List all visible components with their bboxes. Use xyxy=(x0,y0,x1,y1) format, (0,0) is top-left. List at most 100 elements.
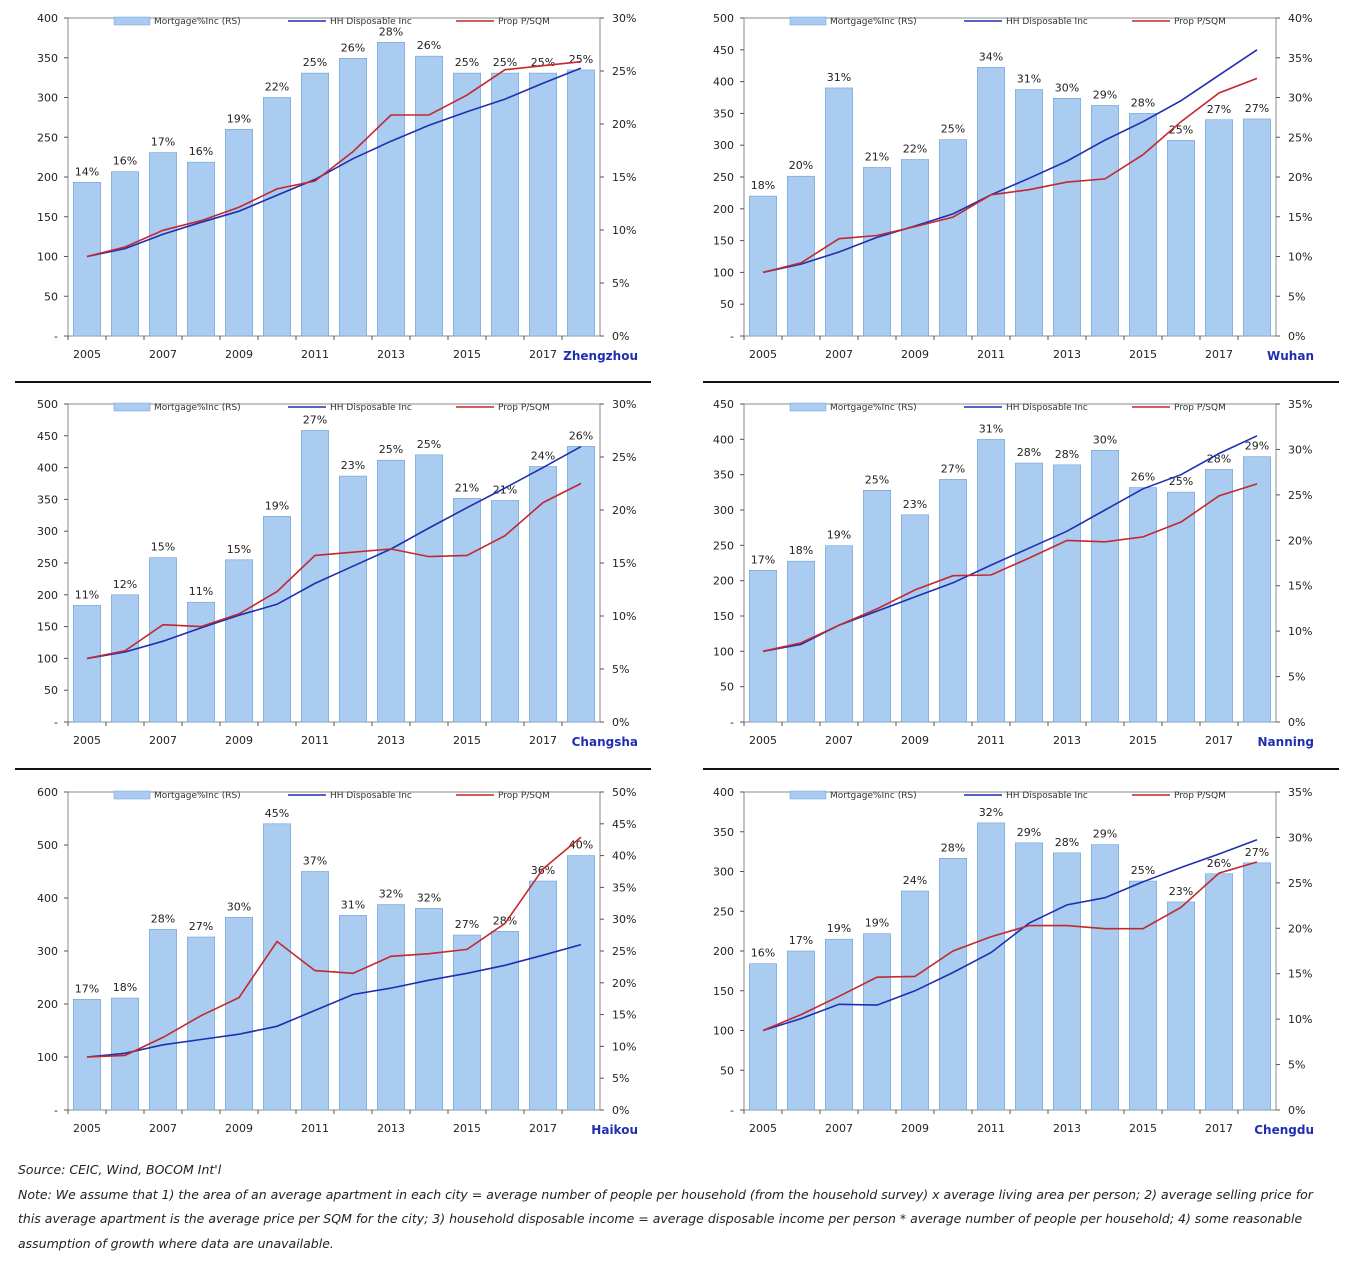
bar-data-label: 23% xyxy=(1169,885,1193,898)
bar-data-label: 21% xyxy=(865,150,889,163)
bar-data-label: 31% xyxy=(341,898,365,911)
right-axis-tick-label: 0% xyxy=(612,716,629,729)
bar-data-label: 26% xyxy=(1207,857,1231,870)
bar-data-label: 15% xyxy=(227,543,251,556)
prop-price-line xyxy=(762,77,1258,274)
legend: Mortgage%Inc (RS) HH Disposable Inc Prop P… xyxy=(789,16,1226,27)
bar-data-label: 19% xyxy=(227,112,251,125)
right-axis-tick-label: 35% xyxy=(1288,52,1312,65)
bar xyxy=(939,479,967,723)
left-axis-tick-label: - xyxy=(730,716,734,729)
bar-data-label: 30% xyxy=(227,900,251,913)
bar-data-label: 27% xyxy=(1245,102,1269,115)
bar xyxy=(453,934,481,1111)
prop-price-line xyxy=(86,836,582,1058)
right-axis-tick-label: 25% xyxy=(612,451,636,464)
bar xyxy=(149,557,177,723)
plot-area xyxy=(67,403,601,723)
bar-data-label: 28% xyxy=(151,912,175,925)
bar xyxy=(111,171,139,337)
left-axis-tick-label: 200 xyxy=(37,171,58,184)
left-axis-tick-label: 500 xyxy=(37,839,58,852)
right-axis-tick-label: 15% xyxy=(612,1009,636,1022)
bar-data-label: 23% xyxy=(341,459,365,472)
right-axis-tick-label: 0% xyxy=(612,1104,629,1117)
bar-data-label: 28% xyxy=(941,841,965,854)
bar-data-label: 21% xyxy=(455,481,479,494)
hh-disposable-line xyxy=(762,838,1258,1032)
legend-hh-label: HH Disposable Inc xyxy=(330,791,412,801)
bar xyxy=(73,605,101,723)
right-axis-tick-label: 30% xyxy=(1288,831,1312,844)
bar xyxy=(301,430,329,723)
bar xyxy=(1205,873,1233,1111)
left-axis-tick-label: 150 xyxy=(713,610,734,623)
separator-line xyxy=(15,381,651,383)
left-axis-tick-label: 100 xyxy=(37,652,58,665)
bar xyxy=(529,72,557,337)
bar xyxy=(567,855,595,1111)
bar-data-label: 16% xyxy=(751,947,775,960)
bar xyxy=(377,42,405,337)
left-axis-tick-label: 150 xyxy=(37,621,58,634)
bar-data-label: 19% xyxy=(827,922,851,935)
right-axis-tick-label: 35% xyxy=(612,881,636,894)
bar-data-label: 23% xyxy=(903,498,927,511)
bar xyxy=(491,72,519,337)
city-label: Zhengzhou xyxy=(563,349,638,363)
x-axis-tick-label: 2015 xyxy=(453,734,481,747)
left-axis-tick-label: 200 xyxy=(713,575,734,588)
right-axis-tick-label: 30% xyxy=(612,12,636,25)
x-axis-tick-label: 2009 xyxy=(225,348,253,361)
legend-hh-label: HH Disposable Inc xyxy=(1006,791,1088,801)
left-axis-tick-label: - xyxy=(730,330,734,343)
left-axis-tick-label: 100 xyxy=(713,266,734,279)
right-axis-tick-label: 10% xyxy=(1288,251,1312,264)
bar xyxy=(863,933,891,1111)
bar-data-label: 28% xyxy=(493,914,517,927)
right-axis-tick-label: 20% xyxy=(612,977,636,990)
bar-data-label: 28% xyxy=(1017,446,1041,459)
bar xyxy=(73,999,101,1111)
bar xyxy=(529,880,557,1111)
left-axis-tick-label: - xyxy=(730,1104,734,1117)
left-axis-tick-label: 300 xyxy=(37,92,58,105)
legend: Mortgage%Inc (RS) HH Disposable Inc Prop P… xyxy=(113,402,550,413)
left-axis-tick-label: 350 xyxy=(713,469,734,482)
bar-data-label: 31% xyxy=(827,71,851,84)
bar-data-label: 29% xyxy=(1017,826,1041,839)
x-axis-tick-label: 2005 xyxy=(73,348,101,361)
bar xyxy=(377,904,405,1111)
bar-data-label: 25% xyxy=(417,438,441,451)
x-axis-tick-label: 2015 xyxy=(453,1122,481,1135)
right-axis-tick-label: 15% xyxy=(612,557,636,570)
legend-hh-label: HH Disposable Inc xyxy=(1006,403,1088,413)
legend: Mortgage%Inc (RS) HH Disposable Inc Prop P… xyxy=(789,402,1226,413)
bar xyxy=(977,822,1005,1111)
left-axis-tick-label: 300 xyxy=(37,945,58,958)
bar-data-label: 27% xyxy=(189,920,213,933)
x-axis-tick-label: 2005 xyxy=(73,1122,101,1135)
bar-data-label: 17% xyxy=(751,553,775,566)
bar-data-label: 22% xyxy=(903,143,927,156)
x-axis-tick-label: 2017 xyxy=(529,1122,557,1135)
x-axis-tick-label: 2011 xyxy=(977,1122,1005,1135)
right-axis-tick-label: 10% xyxy=(1288,625,1312,638)
left-axis-tick-label: - xyxy=(54,1104,58,1117)
bar xyxy=(1243,862,1271,1111)
left-axis-tick-label: 50 xyxy=(720,298,734,311)
left-axis-tick-label: 450 xyxy=(713,44,734,57)
legend-hh-label: HH Disposable Inc xyxy=(330,17,412,27)
left-axis-tick-label: - xyxy=(54,330,58,343)
left-axis-tick-label: 250 xyxy=(713,539,734,552)
x-axis-tick-label: 2017 xyxy=(529,348,557,361)
bar-data-label: 30% xyxy=(1055,81,1079,94)
legend-prop-label: Prop P/SQM xyxy=(498,791,550,801)
left-axis-tick-label: 50 xyxy=(44,290,58,303)
bar-data-label: 18% xyxy=(789,544,813,557)
right-axis-tick-label: 30% xyxy=(1288,443,1312,456)
city-label: Wuhan xyxy=(1267,349,1314,363)
chart-panel-zhengzhou: - 50 100 150 200 250 300 350 400 0% 5% 10% 15% 20% 25%… xyxy=(0,0,676,380)
bar xyxy=(901,514,929,723)
bar xyxy=(1167,491,1195,723)
